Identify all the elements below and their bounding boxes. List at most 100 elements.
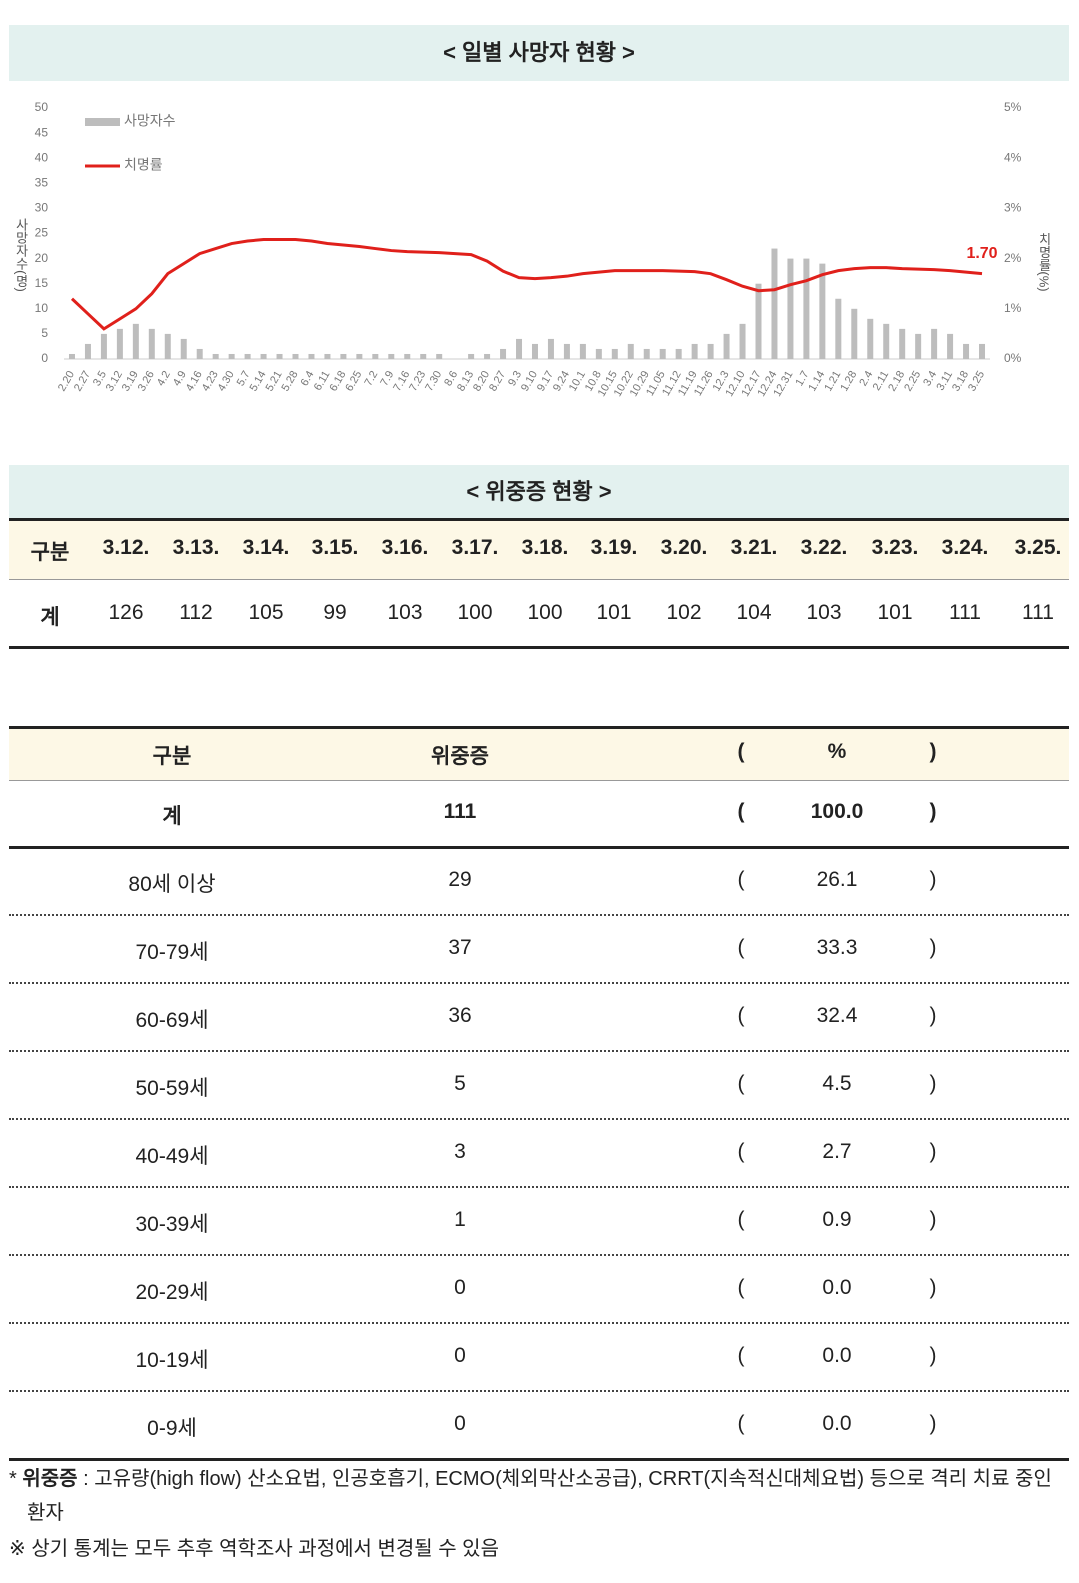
header-cell: % — [827, 740, 847, 763]
bar — [356, 353, 363, 359]
y-tick-label: 5 — [41, 326, 48, 340]
cell: ) — [929, 1344, 937, 1367]
header-cell: 3.18. — [521, 536, 569, 559]
y-tick-label: 20 — [35, 251, 49, 265]
bar — [340, 353, 347, 359]
x-tick-label: 1.14 — [806, 369, 827, 394]
header-cell: 위중증 — [431, 745, 489, 768]
cell: 100 — [457, 601, 493, 624]
bar — [899, 328, 906, 359]
y2-tick-label: 4% — [1004, 150, 1022, 164]
row-rule — [9, 846, 1069, 849]
chart-title: < 일별 사망자 현황 > — [9, 25, 1069, 81]
x-tick-label: 7.2 — [362, 369, 380, 388]
bar — [276, 353, 283, 359]
y2-tick-label: 0% — [1004, 351, 1022, 365]
header-cell: 3.17. — [451, 536, 499, 559]
cell: ( — [737, 1140, 745, 1163]
bar — [68, 353, 75, 359]
bar — [579, 343, 586, 359]
header-cell: 3.23. — [871, 536, 919, 559]
x-tick-label: 5.21 — [264, 369, 285, 394]
row-rule — [9, 780, 1069, 781]
x-tick-label: 10.1 — [567, 369, 588, 394]
bar — [643, 348, 650, 359]
cell: 103 — [387, 601, 423, 624]
x-tick-label: 1.21 — [822, 369, 843, 394]
header-cell: ( — [737, 740, 745, 763]
bar — [212, 353, 219, 359]
header-cell: 3.20. — [660, 536, 708, 559]
cell: 100.0 — [810, 800, 864, 823]
cell: ( — [737, 800, 745, 823]
header-cell: 3.16. — [381, 536, 429, 559]
cell: ) — [929, 800, 937, 823]
y-tick-label: 35 — [35, 175, 49, 189]
cell: ( — [737, 936, 745, 959]
y2-tick-label: 1% — [1004, 301, 1022, 315]
bar — [963, 343, 970, 359]
x-tick-label: 9.24 — [551, 369, 572, 394]
cell: 20-29세 — [135, 1281, 209, 1304]
bar — [707, 343, 714, 359]
bar — [388, 353, 395, 359]
x-tick-label: 8.13 — [455, 369, 476, 394]
x-tick-label: 7.30 — [423, 369, 444, 394]
row-rule — [9, 1186, 1069, 1188]
cell: 5 — [454, 1072, 466, 1095]
footnote: * 위중증 : 고유량(high flow) 산소요법, 인공호흡기, ECMO… — [9, 1462, 1069, 1530]
table-title: < 위중증 현황 > — [9, 465, 1069, 518]
cell: 계 — [162, 805, 182, 828]
rule — [9, 646, 1069, 649]
bar — [436, 353, 443, 359]
x-tick-label: 4.16 — [184, 369, 205, 394]
x-tick-label: 5.28 — [280, 369, 301, 394]
y-tick-label: 30 — [35, 201, 49, 215]
x-tick-label: 7.23 — [407, 369, 428, 394]
bar — [500, 348, 507, 359]
y2-tick-label: 3% — [1004, 201, 1022, 215]
cell: 99 — [323, 601, 347, 624]
cell: 0.0 — [822, 1276, 852, 1299]
x-tick-label: 3.25 — [966, 369, 987, 394]
cell: 26.1 — [816, 868, 858, 891]
bar — [659, 348, 666, 359]
bar — [915, 333, 922, 359]
y2-axis-label: 치명률(%) — [1037, 232, 1052, 291]
cell: ) — [929, 1140, 937, 1163]
x-tick-label: 4.30 — [216, 369, 237, 394]
cell: 0.0 — [822, 1412, 852, 1435]
footnote: ※ 상기 통계는 모두 추후 역학조사 과정에서 변경될 수 있음 — [9, 1538, 499, 1560]
y-tick-label: 25 — [35, 226, 49, 240]
x-tick-label: 3.12 — [104, 369, 125, 394]
bar — [164, 333, 171, 359]
bar — [132, 323, 139, 359]
x-tick-label: 7.16 — [391, 369, 412, 394]
bar — [148, 328, 155, 359]
x-tick-label: 2.27 — [72, 369, 93, 394]
cell: ( — [737, 1412, 745, 1435]
cell: ( — [737, 868, 745, 891]
cell: 1 — [454, 1208, 466, 1231]
row-rule — [9, 914, 1069, 916]
x-tick-label: 3.18 — [950, 369, 971, 394]
y2-tick-label: 5% — [1004, 100, 1022, 114]
cell: 0-9세 — [147, 1417, 197, 1440]
y-axis-label: 사망자수(명) — [14, 218, 29, 292]
x-tick-label: 4.2 — [155, 369, 173, 388]
bar — [516, 338, 523, 359]
x-tick-label: 9.17 — [535, 369, 556, 394]
y2-tick-label: 2% — [1004, 251, 1022, 265]
cell: ) — [929, 1004, 937, 1027]
bar — [851, 308, 858, 359]
x-tick-label: 2.18 — [886, 369, 907, 394]
header-bg — [9, 729, 1069, 780]
row-rule — [9, 1254, 1069, 1256]
bar — [260, 353, 267, 359]
cell: ) — [929, 1412, 937, 1435]
header-cell: 3.24. — [941, 536, 989, 559]
cell: 60-69세 — [135, 1009, 209, 1032]
bar — [547, 338, 554, 359]
row-rule — [9, 1322, 1069, 1324]
cell: 30-39세 — [135, 1213, 209, 1236]
